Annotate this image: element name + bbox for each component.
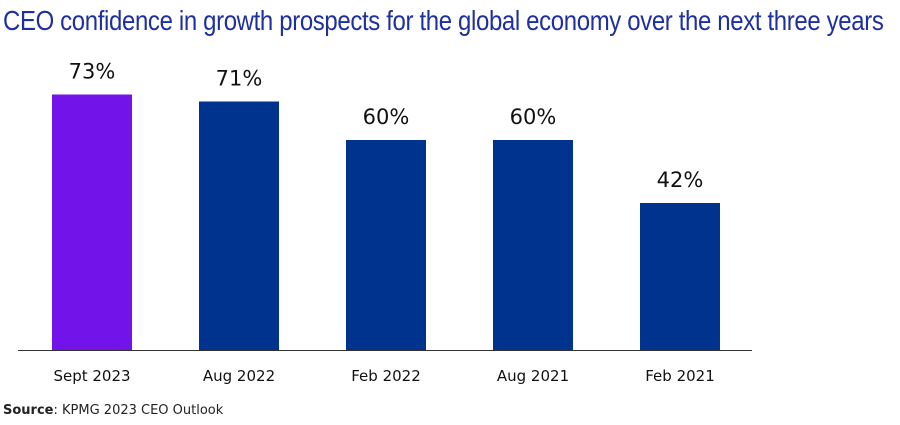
value-label: 71% (216, 67, 263, 91)
value-label: 60% (363, 105, 410, 129)
bar-feb-2021 (640, 203, 720, 350)
category-label: Aug 2021 (497, 367, 569, 385)
category-label: Sept 2023 (53, 367, 130, 385)
value-label: 42% (657, 168, 704, 192)
bar-group (52, 94, 720, 350)
category-label: Aug 2022 (203, 367, 275, 385)
bar-aug-2022 (199, 101, 279, 350)
value-label: 60% (510, 105, 557, 129)
bar-feb-2022 (346, 140, 426, 350)
value-label-group: 73% 71% 60% 60% 42% (69, 60, 704, 193)
category-label: Feb 2021 (645, 367, 715, 385)
bar-aug-2021 (493, 140, 573, 350)
bar-sept-2023 (52, 94, 132, 350)
chart-title: CEO confidence in growth prospects for t… (3, 5, 884, 36)
category-label-group: Sept 2023 Aug 2022 Feb 2022 Aug 2021 Feb 202… (53, 367, 714, 385)
value-label: 73% (69, 60, 116, 84)
category-label: Feb 2022 (351, 367, 421, 385)
source-note: Source: KPMG 2023 CEO Outlook (3, 402, 223, 420)
source-label: Source (3, 403, 54, 418)
source-separator: : (53, 403, 58, 418)
source-text: KPMG 2023 CEO Outlook (57, 403, 224, 418)
